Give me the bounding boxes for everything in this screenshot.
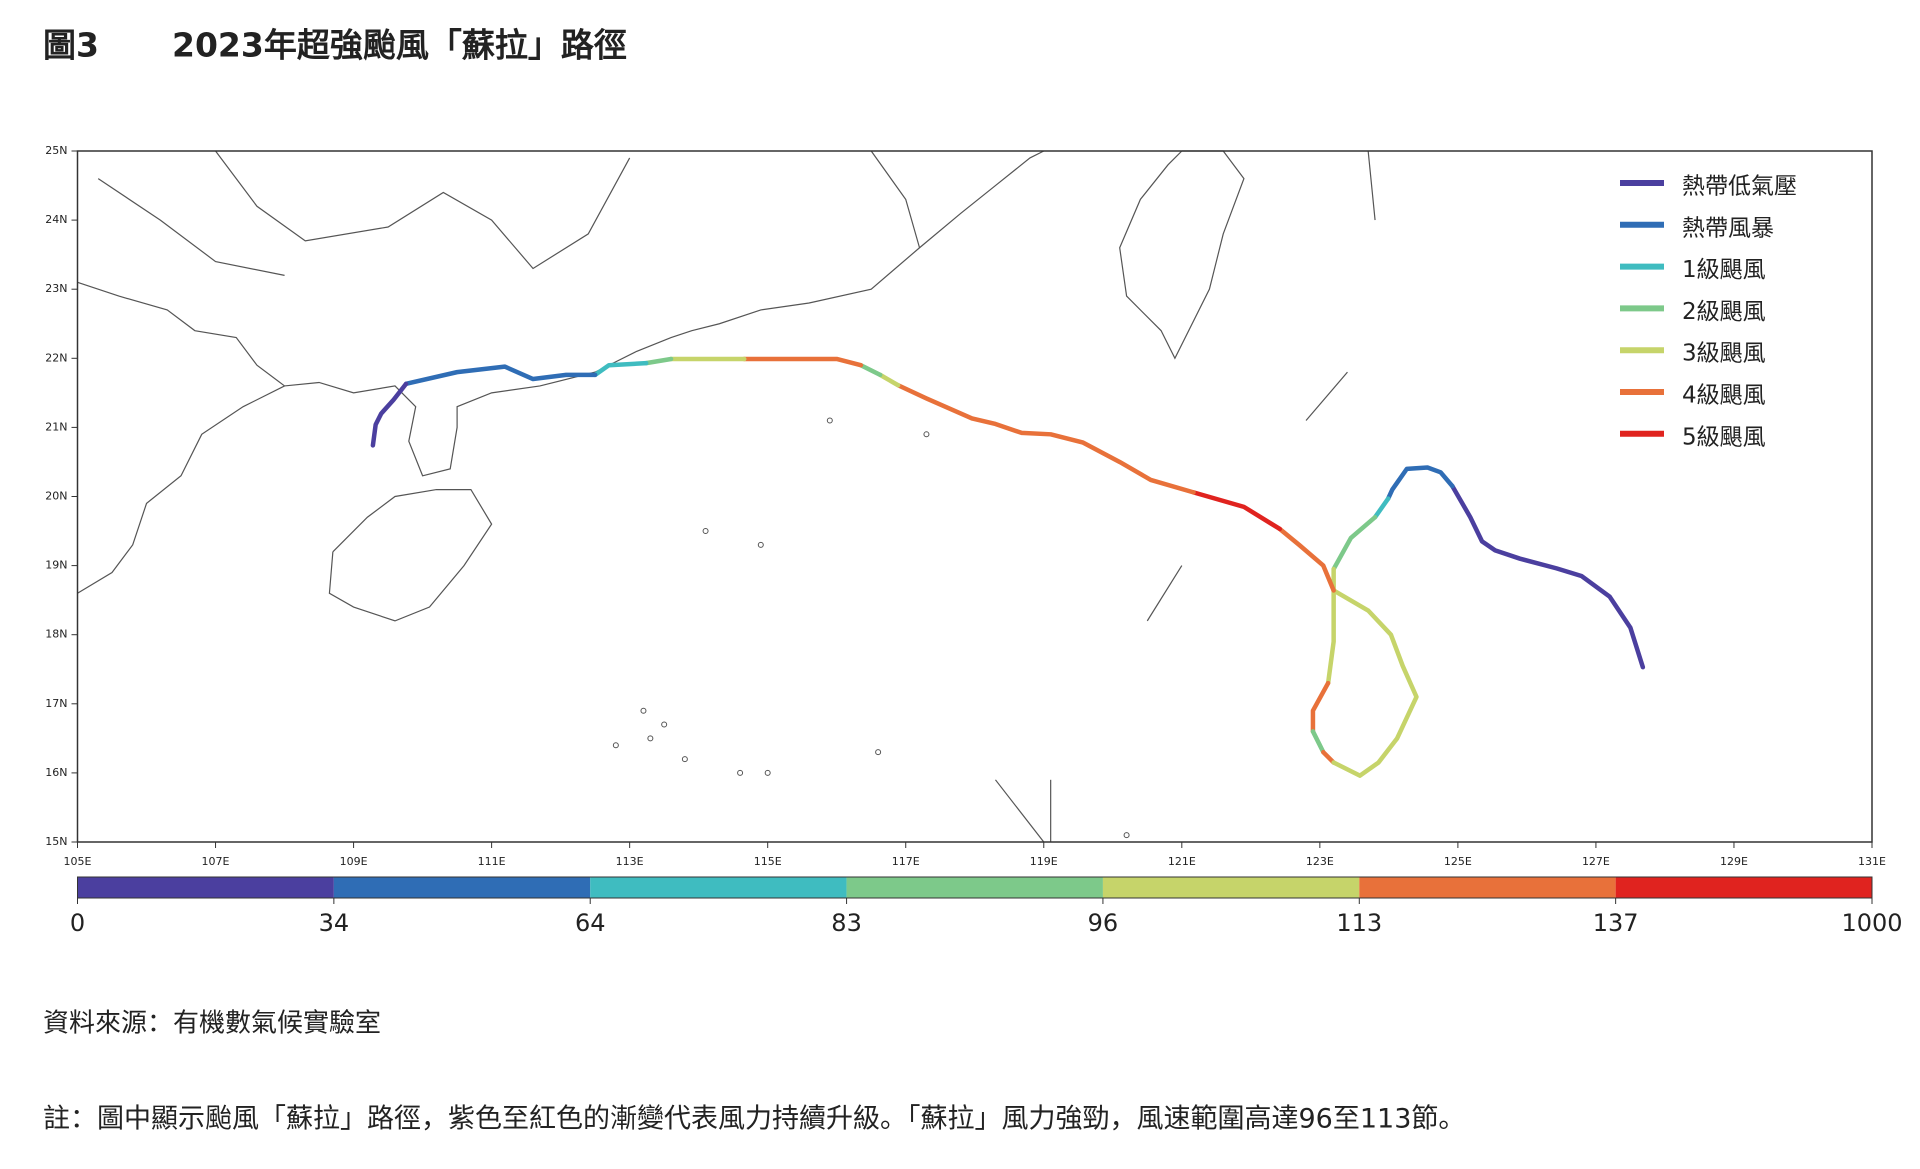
island (764, 769, 771, 776)
y-tick-label: 19N (45, 559, 67, 572)
coastline (77, 385, 285, 594)
x-tick-label: 105E (64, 855, 92, 868)
track-segment (1450, 483, 1646, 670)
coastline (97, 178, 285, 276)
island (737, 769, 744, 776)
island (875, 749, 882, 756)
track-segment (370, 381, 409, 448)
track-segment (858, 362, 883, 378)
track-segment (1321, 749, 1336, 765)
colorbar-label: 64 (575, 909, 606, 937)
y-tick-label: 23N (45, 282, 67, 295)
colorbar-segment (1102, 877, 1360, 898)
x-tick-label: 131E (1858, 855, 1886, 868)
legend-label: 1級颶風 (1682, 257, 1766, 283)
coastlines (77, 150, 1376, 843)
y-tick-label: 18N (45, 628, 67, 641)
x-tick-label: 107E (202, 855, 230, 868)
colorbar-label: 1000 (1841, 909, 1902, 937)
colorbar-label: 113 (1336, 909, 1382, 937)
colorbar-segment (333, 877, 591, 898)
legend-label: 2級颶風 (1682, 299, 1766, 325)
coastline (328, 488, 493, 622)
y-tick-label: 17N (45, 697, 67, 710)
note: 註：圖中顯示颱風「蘇拉」路徑，紫色至紅色的漸變代表風力持續升級。「蘇拉」風力強勁… (43, 1104, 1465, 1135)
y-tick-label: 20N (45, 490, 67, 503)
colorbar-label: 96 (1088, 909, 1119, 937)
track-segment (895, 382, 1196, 495)
source: 資料來源：有機數氣候實驗室 (43, 1009, 381, 1039)
coastline (870, 150, 921, 248)
figure-label: 圖3 (43, 26, 99, 65)
x-tick-label: 121E (1168, 855, 1196, 868)
track-segment (877, 372, 901, 388)
colorbar-segment (1359, 877, 1616, 898)
x-tick-label: 123E (1306, 855, 1334, 868)
coastline (1146, 565, 1183, 622)
coastline (994, 779, 1045, 843)
legend-label: 5級颶風 (1682, 424, 1766, 450)
title: 2023年超強颱風「蘇拉」路徑 (172, 26, 627, 65)
legend-label: 4級颶風 (1682, 383, 1766, 409)
coastline (215, 150, 631, 270)
colorbar-segment (846, 877, 1103, 898)
colorbar-label: 34 (319, 909, 350, 937)
island (612, 742, 619, 749)
y-tick-label: 15N (45, 835, 67, 848)
colorbar-label: 0 (70, 909, 85, 937)
island (647, 735, 654, 742)
island (826, 417, 833, 424)
y-tick-label: 16N (45, 766, 67, 779)
track-segment (1277, 526, 1336, 593)
legend-label: 3級颶風 (1682, 341, 1766, 367)
coastline (77, 150, 1045, 477)
x-tick-label: 115E (754, 855, 782, 868)
track-segment (741, 356, 864, 368)
y-tick-label: 21N (45, 420, 67, 433)
colorbar-segment (1615, 877, 1872, 898)
colorbar-label: 83 (831, 909, 862, 937)
x-tick-label: 119E (1030, 855, 1058, 868)
island (640, 707, 647, 714)
coastline (1119, 150, 1245, 360)
coastline (1367, 150, 1376, 221)
track-segment (1191, 490, 1283, 532)
x-tick-label: 117E (892, 855, 920, 868)
track-segment (1331, 514, 1378, 572)
island (757, 541, 764, 548)
y-tick-label: 22N (45, 351, 67, 364)
island (702, 528, 709, 535)
track-segment (1372, 496, 1391, 520)
coastline (1305, 371, 1348, 421)
map: 105E 107E 109E 111E 113E 115E 117E 119E 121E 123E… (45, 144, 1902, 937)
island (681, 756, 688, 763)
legend-label: 熱帶低氣壓 (1682, 174, 1797, 200)
colorbar-frame (77, 876, 1873, 899)
legend-label: 熱帶風暴 (1682, 215, 1774, 241)
track-segment (1310, 680, 1331, 734)
track-segment (1385, 465, 1455, 501)
x-tick-label: 129E (1720, 855, 1748, 868)
track-segment (403, 364, 598, 387)
x-tick-label: 127E (1582, 855, 1610, 868)
y-tick-label: 24N (45, 213, 67, 226)
track-segment (592, 360, 649, 378)
y-tick-label: 25N (45, 144, 67, 157)
x-tick-label: 113E (616, 855, 644, 868)
track-segment (1331, 588, 1419, 778)
x-tick-label: 111E (478, 855, 506, 868)
island (1123, 832, 1130, 839)
track-segment (1310, 729, 1326, 755)
x-tick-label: 109E (340, 855, 368, 868)
colorbar-label: 137 (1593, 909, 1639, 937)
x-tick-label: 125E (1444, 855, 1472, 868)
colorbar-segment (77, 877, 334, 898)
island (923, 431, 930, 438)
island (661, 721, 668, 728)
colorbar-segment (590, 877, 847, 898)
map-frame (76, 150, 1873, 843)
track-segment (643, 356, 674, 366)
